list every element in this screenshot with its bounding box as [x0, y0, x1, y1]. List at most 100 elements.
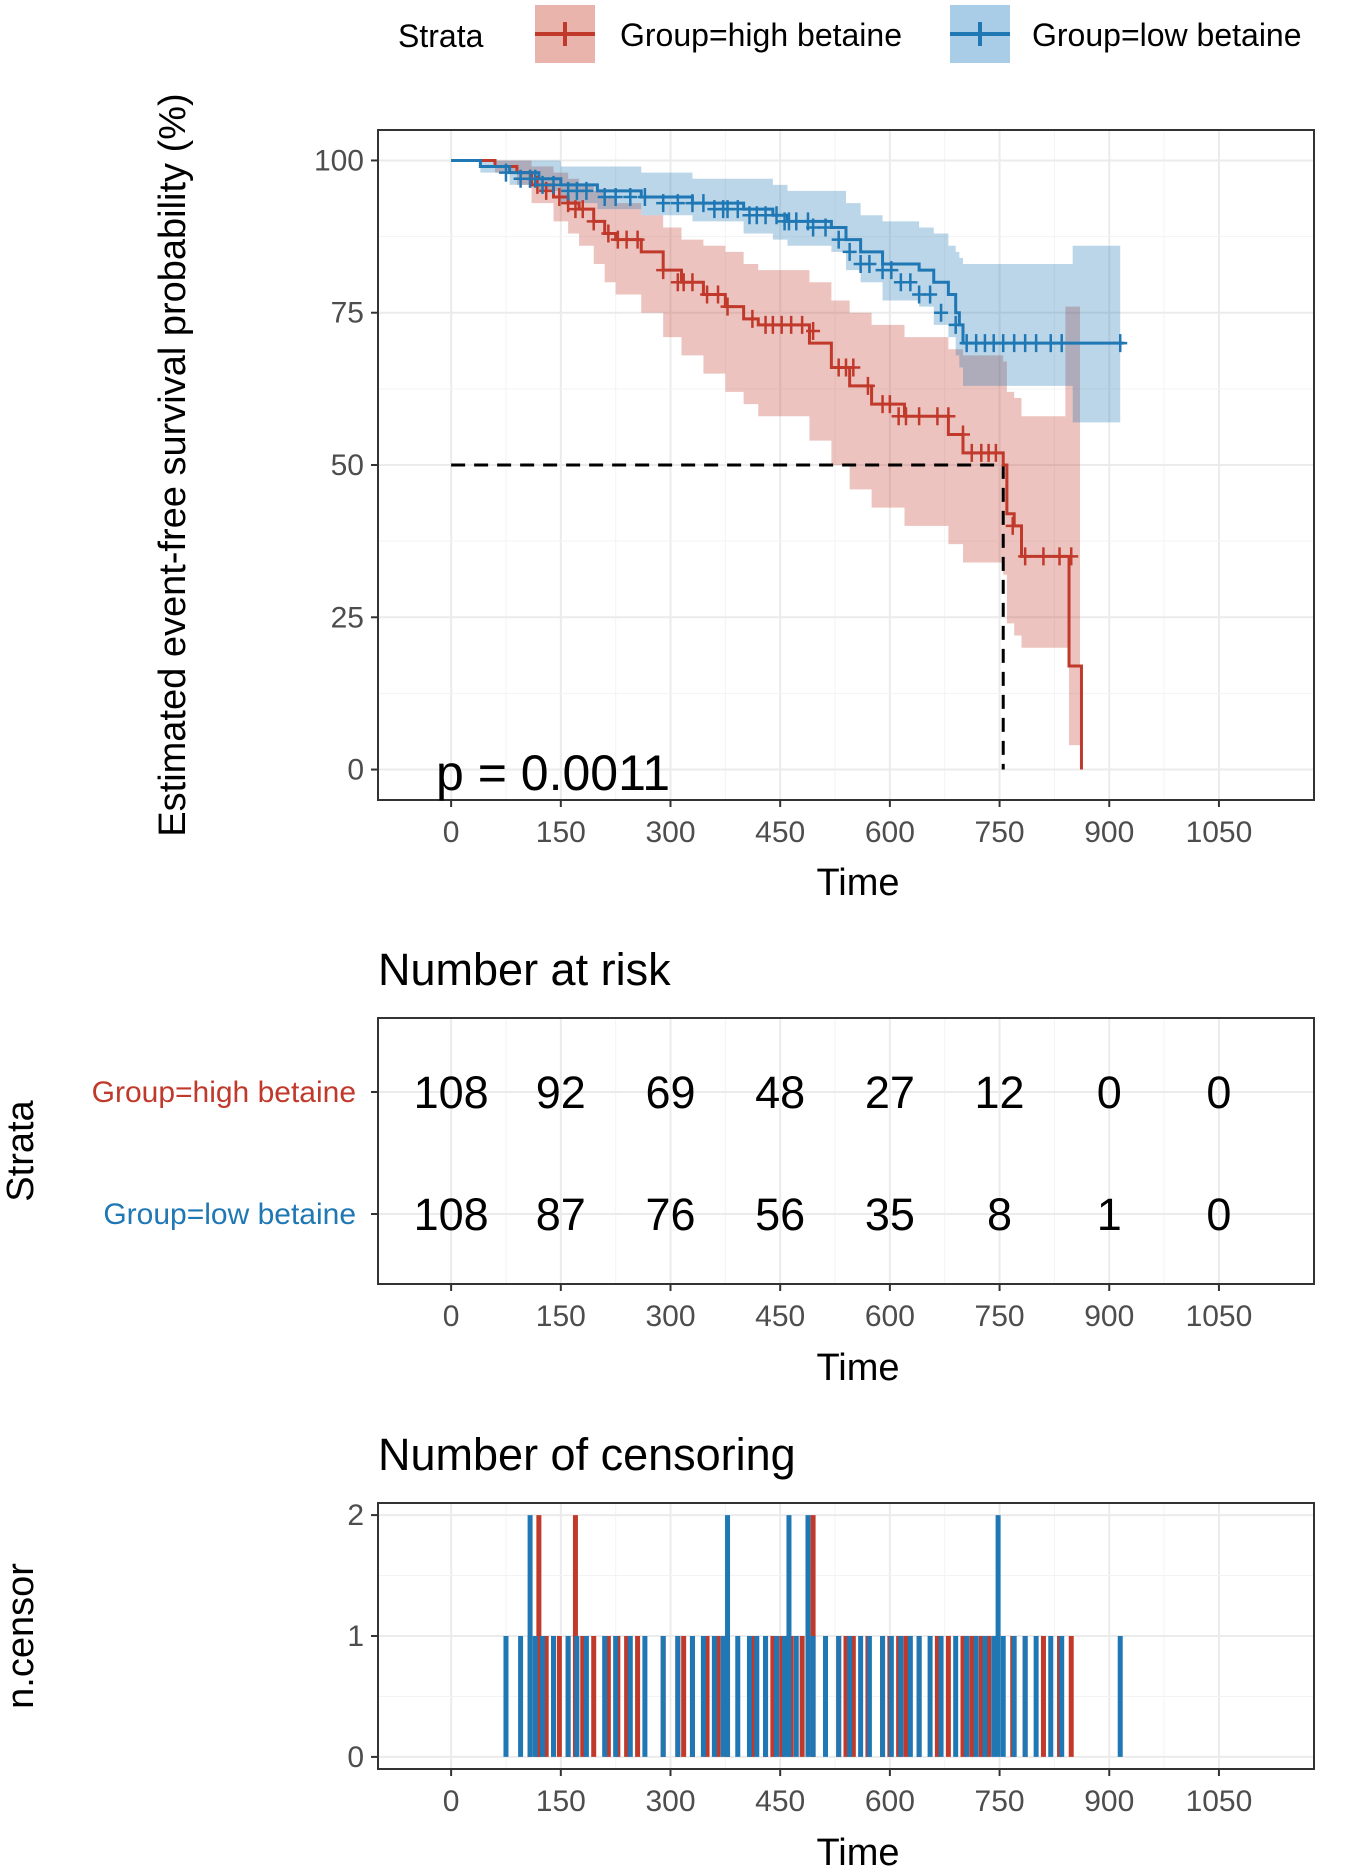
legend-title: Strata — [398, 18, 484, 54]
km-x-tick-label: 450 — [755, 816, 805, 849]
risk-x-tick-label: 0 — [443, 1300, 460, 1333]
km-y-tick-label: 100 — [314, 144, 364, 177]
km-censor-mark-high — [720, 297, 735, 316]
km-censor-mark-high — [806, 322, 821, 340]
km-censor-mark-high — [795, 315, 810, 334]
censor-y-tick-label: 2 — [347, 1499, 364, 1532]
risk-value-high: 92 — [536, 1067, 586, 1118]
risk-x-tick-label: 1050 — [1186, 1300, 1253, 1333]
km-x-tick-label: 300 — [645, 816, 695, 849]
risk-value-low: 108 — [414, 1189, 489, 1240]
km-censor-mark-high — [586, 212, 601, 231]
censor-x-tick-label: 900 — [1084, 1785, 1134, 1818]
risk-x-tick-label: 900 — [1084, 1300, 1134, 1333]
risk-grid — [378, 1018, 1314, 1284]
risk-x-tick-label: 300 — [645, 1300, 695, 1333]
risk-value-low: 56 — [755, 1189, 805, 1240]
legend-key-high — [535, 5, 595, 63]
km-y-tick-label: 0 — [347, 754, 364, 787]
legend-key-low — [950, 5, 1010, 63]
km-censor-mark-low — [923, 285, 938, 304]
censor-x-tick-label: 0 — [443, 1785, 460, 1818]
km-censor-marks — [498, 163, 1128, 566]
km-censor-mark-high — [1064, 547, 1079, 566]
km-censor-mark-high — [898, 407, 913, 426]
legend: Strata Group=high betaine Group=low beta… — [398, 5, 1302, 63]
km-x-tick-label: 750 — [975, 816, 1025, 849]
km-censor-mark-high — [882, 395, 897, 414]
km-censor-mark-low — [656, 194, 671, 213]
km-x-tick-label: 900 — [1084, 816, 1134, 849]
km-y-tick-label: 25 — [331, 601, 364, 634]
km-censor-mark-low — [842, 242, 857, 261]
censor-bars — [503, 1515, 1123, 1757]
risk-x-tick-label: 750 — [975, 1300, 1025, 1333]
risk-x-tick-label: 150 — [536, 1300, 586, 1333]
risk-row-label-high: Group=high betaine — [92, 1076, 356, 1109]
km-y-tick-label: 50 — [331, 449, 364, 482]
risk-value-high: 69 — [645, 1067, 695, 1118]
risk-value-low: 1 — [1097, 1189, 1122, 1240]
risk-value-high: 27 — [865, 1067, 915, 1118]
km-censor-mark-high — [846, 358, 861, 377]
km-censor-mark-low — [579, 181, 594, 200]
censor-x-tick-label: 450 — [755, 1785, 805, 1818]
km-y-axis-title: Estimated event-free survival probabilit… — [152, 93, 194, 836]
risk-y-axis-title: Strata — [0, 1099, 42, 1201]
km-y-tick-label: 75 — [331, 297, 364, 330]
km-censor-mark-high — [860, 376, 875, 395]
km-censor-mark-low — [806, 218, 821, 237]
risk-row-labels: Group=high betaine Group=low betaine — [92, 1076, 378, 1231]
risk-value-high: 0 — [1097, 1067, 1122, 1118]
km-censor-mark-low — [948, 315, 963, 334]
km-band-high — [451, 160, 1080, 746]
risk-value-high: 108 — [414, 1067, 489, 1118]
risk-x-tick-label: 450 — [755, 1300, 805, 1333]
km-censor-mark-low — [1113, 334, 1128, 353]
risk-x-tick-label: 600 — [865, 1300, 915, 1333]
km-x-ticks: 0 150 300 450 600 750 900 1050 — [443, 800, 1253, 849]
risk-value-low: 8 — [987, 1189, 1012, 1240]
risk-value-high: 12 — [975, 1067, 1025, 1118]
km-x-tick-label: 1050 — [1186, 816, 1253, 849]
km-censor-mark-high — [1005, 516, 1020, 535]
km-censor-mark-low — [934, 303, 949, 322]
km-censor-mark-low — [623, 188, 638, 206]
km-censor-mark-low — [608, 188, 623, 206]
risk-value-low: 35 — [865, 1189, 915, 1240]
km-censor-mark-high — [575, 200, 590, 219]
censor-plot: Number of censoring 0 150 300 450 600 750 900 1… — [0, 1429, 1315, 1871]
censor-x-tick-label: 750 — [975, 1785, 1025, 1818]
km-censor-mark-high — [912, 407, 927, 426]
km-x-tick-label: 150 — [536, 816, 586, 849]
km-censor-mark-low — [670, 194, 685, 213]
km-censor-mark-low — [498, 163, 513, 182]
km-censor-mark-high — [685, 273, 700, 292]
censor-x-axis-title: Time — [816, 1832, 899, 1871]
risk-value-high: 0 — [1206, 1067, 1231, 1118]
km-censor-mark-low — [1029, 334, 1044, 353]
risk-value-low: 0 — [1206, 1189, 1231, 1240]
legend-label-high: Group=high betaine — [620, 17, 902, 53]
risk-value-low: 87 — [536, 1189, 586, 1240]
km-censor-mark-high — [711, 285, 726, 304]
km-censor-mark-high — [745, 309, 760, 328]
km-censor-mark-high — [601, 224, 616, 243]
km-censor-mark-high — [630, 230, 645, 249]
km-x-tick-label: 0 — [443, 816, 460, 849]
censor-x-tick-label: 600 — [865, 1785, 915, 1818]
km-censor-mark-low — [903, 273, 918, 292]
km-censor-mark-high — [956, 425, 970, 444]
censor-y-tick-label: 1 — [347, 1620, 364, 1653]
censor-x-tick-label: 150 — [536, 1785, 586, 1818]
km-censor-mark-low — [528, 169, 543, 188]
km-censor-mark-high — [1036, 547, 1051, 566]
risk-row-label-low: Group=low betaine — [103, 1198, 356, 1231]
km-censor-mark-high — [552, 188, 567, 206]
km-censor-mark-low — [831, 230, 846, 249]
km-censor-mark-high — [941, 407, 956, 426]
censor-plot-title: Number of censoring — [378, 1429, 796, 1480]
p-value-annotation: p = 0.0011 — [436, 745, 670, 801]
censor-x-ticks: 0 150 300 450 600 750 900 1050 — [443, 1769, 1252, 1818]
risk-value-low: 76 — [645, 1189, 695, 1240]
